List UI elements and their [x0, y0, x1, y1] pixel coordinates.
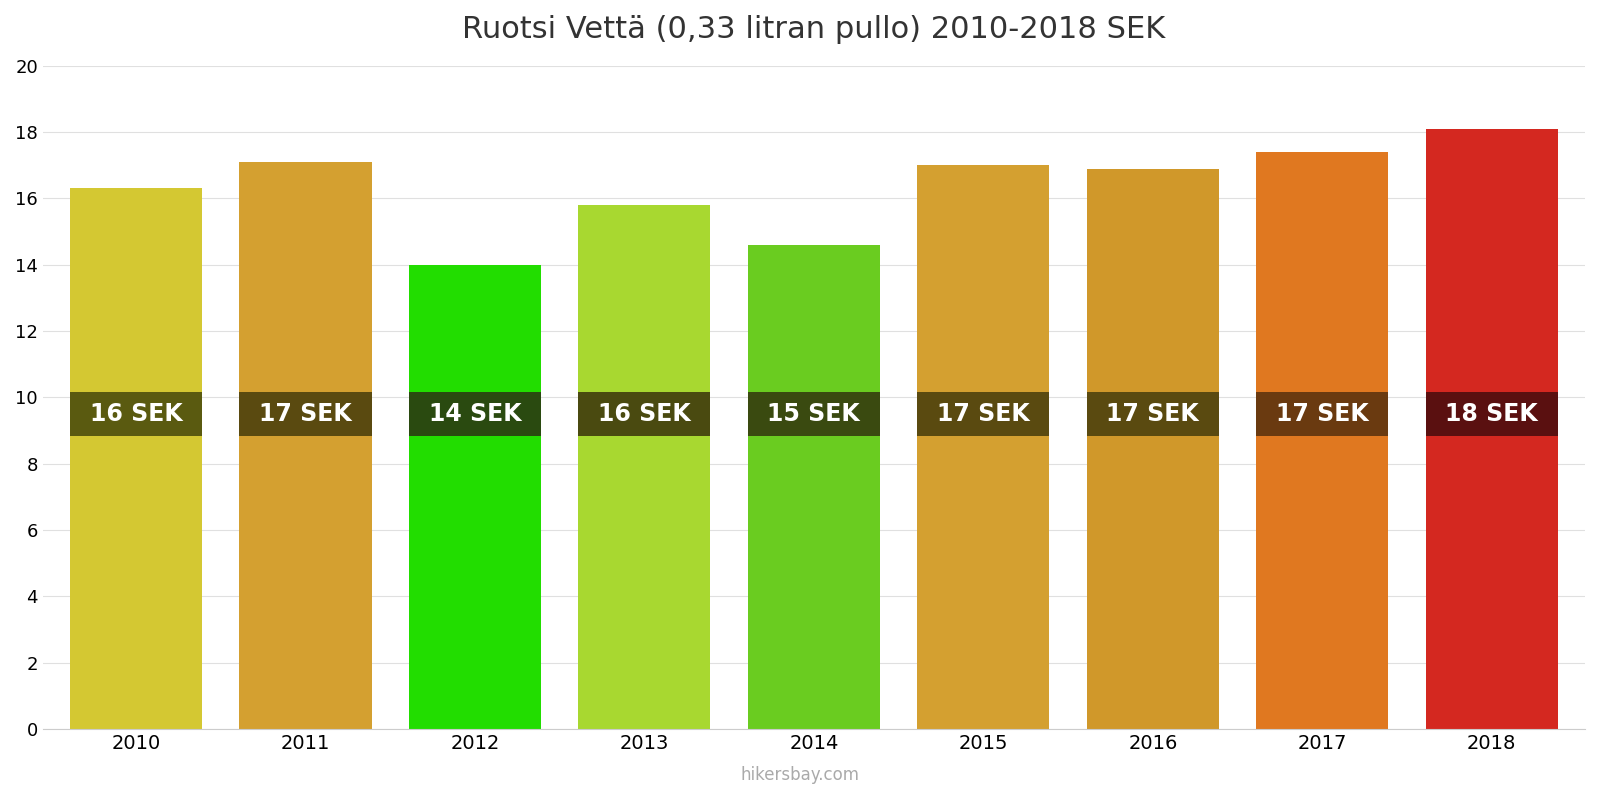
- Bar: [240, 393, 371, 436]
- Text: 18 SEK: 18 SEK: [1445, 402, 1538, 426]
- Bar: [747, 393, 880, 436]
- Bar: [1256, 152, 1389, 729]
- Bar: [410, 393, 541, 436]
- Text: 17 SEK: 17 SEK: [259, 402, 352, 426]
- Title: Ruotsi Vettä (0,33 litran pullo) 2010-2018 SEK: Ruotsi Vettä (0,33 litran pullo) 2010-20…: [462, 15, 1165, 44]
- Bar: [240, 162, 371, 729]
- Bar: [1426, 393, 1558, 436]
- Bar: [70, 189, 202, 729]
- Bar: [747, 245, 880, 729]
- Text: 14 SEK: 14 SEK: [429, 402, 522, 426]
- Bar: [1426, 129, 1558, 729]
- Bar: [1086, 169, 1219, 729]
- Text: 16 SEK: 16 SEK: [90, 402, 182, 426]
- Bar: [1256, 393, 1389, 436]
- Text: 15 SEK: 15 SEK: [768, 402, 861, 426]
- Text: 17 SEK: 17 SEK: [1275, 402, 1368, 426]
- Bar: [1086, 393, 1219, 436]
- Bar: [70, 393, 202, 436]
- Text: 17 SEK: 17 SEK: [1107, 402, 1200, 426]
- Bar: [578, 205, 710, 729]
- Bar: [917, 166, 1050, 729]
- Text: 16 SEK: 16 SEK: [598, 402, 691, 426]
- Bar: [917, 393, 1050, 436]
- Text: hikersbay.com: hikersbay.com: [741, 766, 859, 784]
- Text: 17 SEK: 17 SEK: [938, 402, 1030, 426]
- Bar: [578, 393, 710, 436]
- Bar: [410, 265, 541, 729]
